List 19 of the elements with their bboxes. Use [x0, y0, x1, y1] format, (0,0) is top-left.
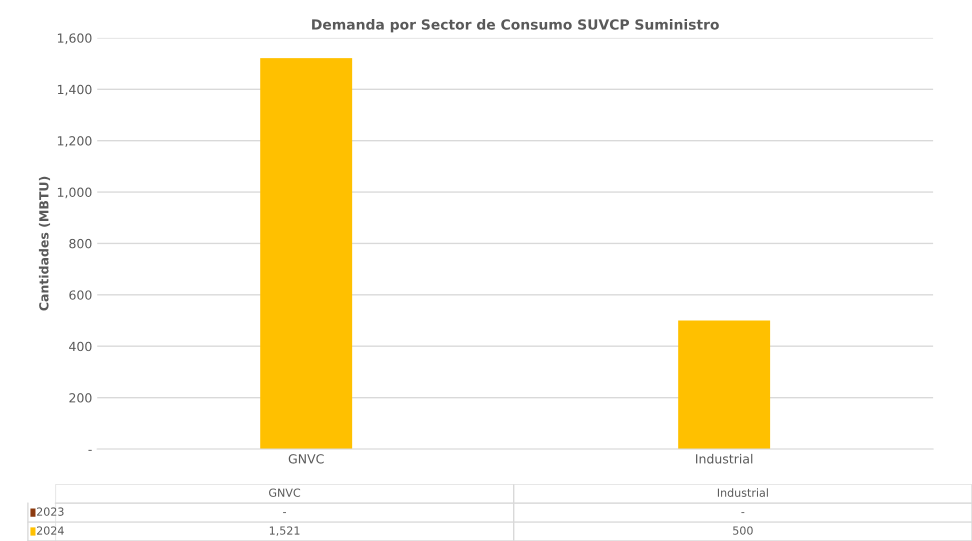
- data-label: 1,521: [270, 526, 300, 536]
- y-tick-label: 400: [69, 342, 92, 352]
- y-axis-title: Cantidades (MBTU): [38, 176, 50, 311]
- category-label: Industrial: [718, 488, 768, 497]
- y-tick-label: 1,400: [58, 84, 92, 96]
- text: -: [283, 512, 286, 514]
- y-tick-label: 1,200: [58, 136, 92, 147]
- y-tick-label: 1,000: [58, 188, 92, 198]
- y-tick-label: -: [88, 450, 92, 451]
- category-label: GNVC: [269, 488, 300, 497]
- text: -: [741, 512, 744, 514]
- chart-title: Demanda por Sector de Consumo SUVCP Suministro: [312, 18, 719, 32]
- data-label: 500: [733, 526, 753, 535]
- y-tick-label: 200: [69, 393, 92, 403]
- y-tick-label: 1,600: [58, 33, 92, 44]
- legend-label: 2023: [36, 507, 64, 516]
- y-tick-label: 600: [69, 290, 92, 300]
- y-tick-label: 800: [69, 238, 92, 248]
- legend-label: 2024: [36, 526, 64, 535]
